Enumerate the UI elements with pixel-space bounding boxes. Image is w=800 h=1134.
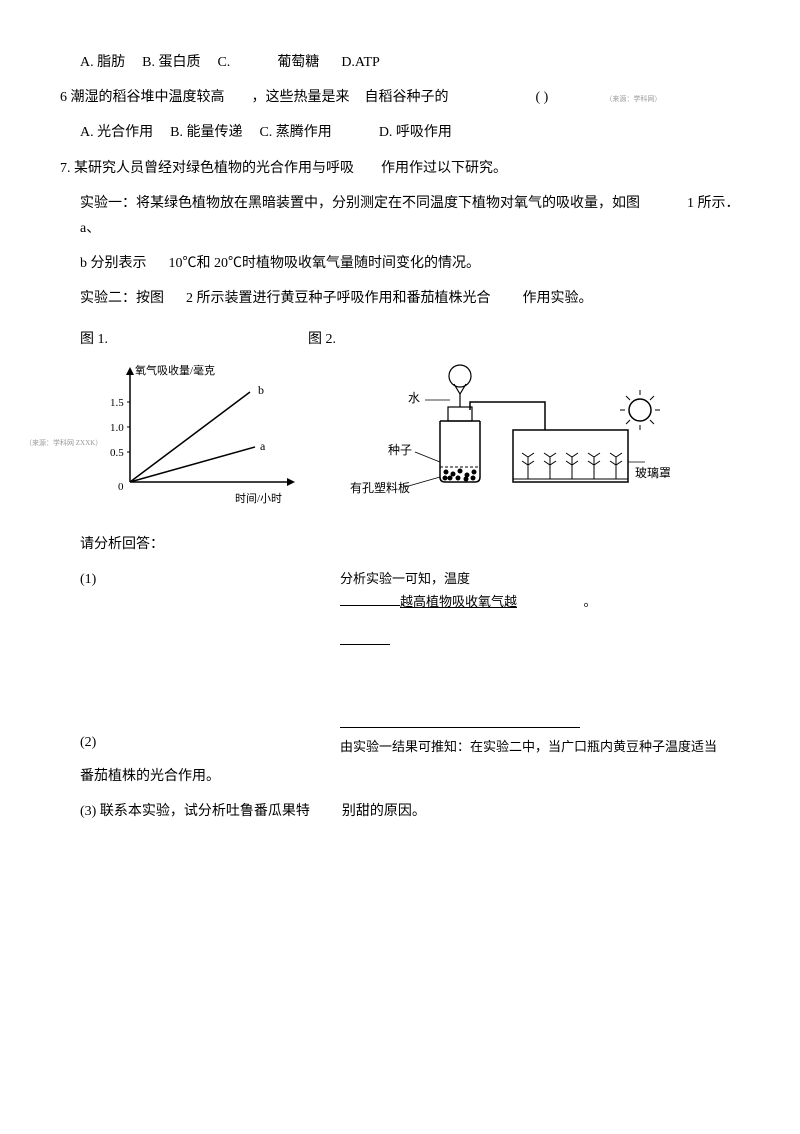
q7-exp1-c: b 分别表示 (80, 256, 147, 271)
diagram-svg: 水 种子 有孔塑料板 玻璃罩 (350, 362, 670, 512)
fig2-label: 图 2. (308, 327, 336, 352)
ytick-10: 1.0 (110, 422, 124, 434)
q5-opt-d: D.ATP (341, 55, 380, 70)
chart-svg: b a 1.5 1.0 0.5 0 氧气吸收量/毫克 时间/小时 (80, 362, 310, 512)
q5-options: A. 脂肪 B. 蛋白质 C. 葡萄糖 D.ATP (60, 50, 740, 75)
q7-analyze: 请分析回答： (60, 532, 740, 557)
q7-stem: 7. 某研究人员曾经对绿色植物的光合作用与呼吸 作用作过以下研究。 (60, 156, 740, 181)
figure-2: 水 种子 有孔塑料板 玻璃罩 (350, 362, 670, 512)
q6-opt-d: D. 呼吸作用 (379, 125, 452, 140)
q6-opt-b: B. 能量传递 (170, 125, 242, 140)
diagram-cover: 玻璃罩 (635, 466, 670, 480)
blank-1 (340, 592, 400, 606)
q7-exp2: 实验二：按图 2 所示装置进行黄豆种子呼吸作用和番茄植株光合 作用实验。 (60, 286, 740, 311)
chart-ylabel: 氧气吸收量/毫克 (135, 363, 215, 377)
q7-q1-a: 分析实验一可知，温度 (340, 571, 470, 586)
figure-1: b a 1.5 1.0 0.5 0 氧气吸收量/毫克 时间/小时 （来源：学科网… (80, 362, 310, 512)
q6-tiny: （来源：学科网） (605, 95, 661, 103)
q7-tiny2: （来源：学科网 ZXXK） (25, 437, 102, 450)
q7-q3-b: 别甜的原因。 (342, 804, 426, 819)
q6-options: A. 光合作用 B. 能量传递 C. 蒸腾作用 D. 呼吸作用 (60, 120, 740, 145)
q6-stem: 6 潮湿的稻谷堆中温度较高 ，这些热量是来 自稻谷种子的 ( ) （来源：学科网… (60, 85, 740, 110)
q5-opt-b: B. 蛋白质 (142, 55, 200, 70)
q6-opt-a: A. 光合作用 (80, 125, 153, 140)
q6-opt-c: C. 蒸腾作用 (259, 125, 331, 140)
q6-stem-b: ，这些热量是来 (252, 90, 350, 105)
q7-exp2-b: 2 所示装置进行黄豆种子呼吸作用和番茄植株光合 (186, 291, 491, 306)
q7-q2-b: 番茄植株的光合作用。 (60, 764, 740, 789)
q7-exp2-a: 实验二：按图 (80, 291, 164, 306)
chart-label-b: b (258, 383, 264, 397)
q5-opt-c-text: 葡萄糖 (277, 55, 319, 70)
q6-stem-c: 自稻谷种子的 (365, 90, 449, 105)
q7-q1-num: (1) (80, 572, 96, 587)
q6-stem-a: 6 潮湿的稻谷堆中温度较高 (60, 90, 225, 105)
chart-label-a: a (260, 439, 266, 453)
q5-opt-a: A. 脂肪 (80, 55, 125, 70)
q7-q1-b: 越高植物吸收氧气越 (400, 594, 517, 609)
q6-paren: ( ) (536, 90, 549, 105)
blank-2 (340, 631, 390, 645)
q7-exp1-a: 实验一：将某绿色植物放在黑暗装置中，分别测定在不同温度下植物对氧气的吸收量，如图 (80, 196, 640, 211)
q7-q3: (3) 联系本实验，试分析吐鲁番瓜果特 别甜的原因。 (60, 799, 740, 824)
q7-q2-a: 由实验一结果可推知：在实验二中，当广口瓶内黄豆种子温度适当 (340, 739, 717, 754)
diagram-seeds: 种子 (388, 443, 412, 457)
ytick-15: 1.5 (110, 397, 124, 409)
q7-exp2-c: 作用实验。 (523, 291, 593, 306)
q7-stem-b: 作用作过以下研究。 (381, 161, 507, 176)
chart-xlabel: 时间/小时 (235, 492, 282, 505)
q7-q2-num: (2) (80, 735, 96, 750)
q5-opt-c: C. (217, 55, 230, 70)
q7-q1-c: 。 (584, 594, 597, 609)
ytick-05: 0.5 (110, 447, 124, 459)
diagram-water: 水 (408, 391, 420, 405)
q7-exp1-cont: b 分别表示 10℃和 20℃时植物吸收氧气量随时间变化的情况。 (60, 251, 740, 276)
seeds-icon (443, 468, 477, 481)
q7-q3-a: (3) 联系本实验，试分析吐鲁番瓜果特 (80, 804, 310, 819)
fig1-label: 图 1. (80, 327, 108, 352)
q7-exp1-d: 10℃和 20℃时植物吸收氧气量随时间变化的情况。 (169, 256, 481, 271)
q7-exp1: 实验一：将某绿色植物放在黑暗装置中，分别测定在不同温度下植物对氧气的吸收量，如图… (60, 191, 740, 241)
blank-3 (340, 727, 580, 728)
diagram-plate: 有孔塑料板 (350, 480, 410, 495)
plants-icon (522, 453, 622, 479)
q7-stem-a: 7. 某研究人员曾经对绿色植物的光合作用与呼吸 (60, 161, 354, 176)
ytick-0: 0 (118, 481, 124, 493)
